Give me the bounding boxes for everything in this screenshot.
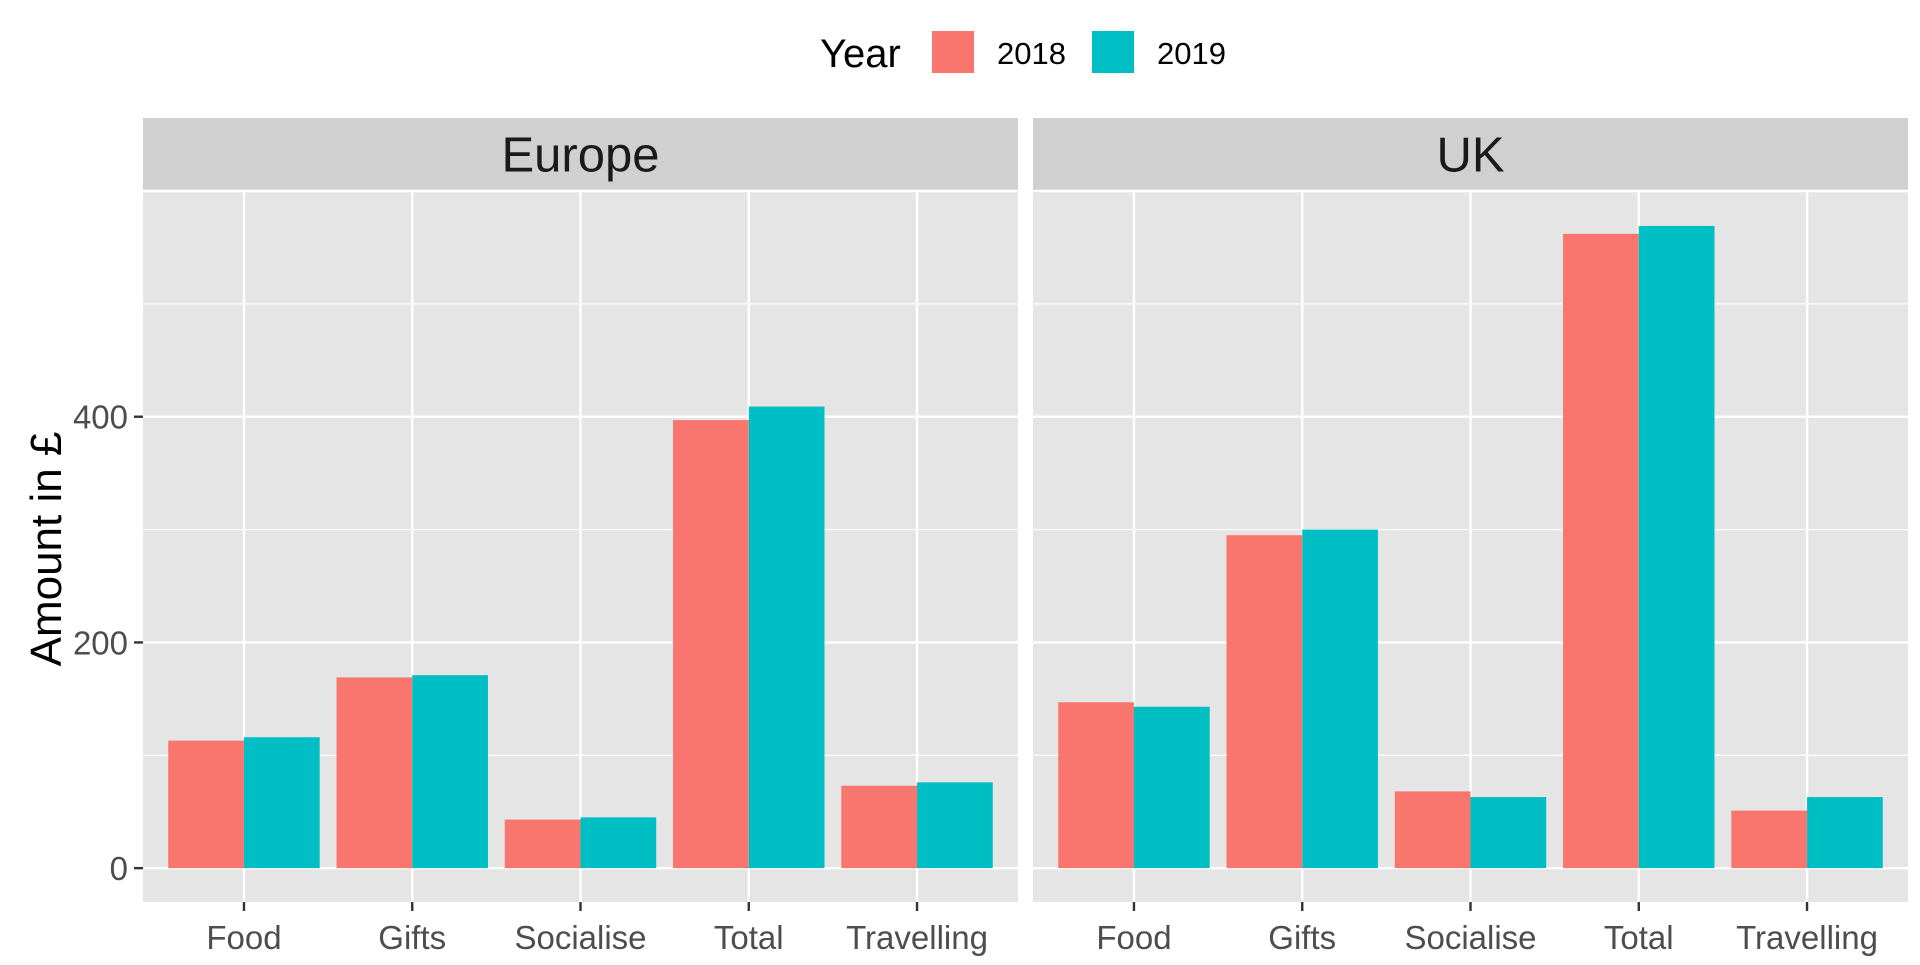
- bar-uk-total-2018: [1563, 233, 1639, 869]
- bar-uk-total-2019: [1638, 225, 1715, 869]
- legend-key-2019: [1092, 31, 1134, 73]
- facet-panel-europe: Europe Food Gifts Socialise Total Travelling: [143, 118, 1018, 956]
- bar-uk-food-2018: [1058, 702, 1134, 869]
- x-tick-label: Food: [206, 919, 281, 956]
- x-tick-label: Gifts: [378, 919, 446, 956]
- facet-strip-label: Europe: [501, 129, 659, 183]
- bar-europe-travelling-2018: [841, 785, 918, 869]
- y-axis-title: Amount in £: [22, 432, 71, 667]
- y-axis: Amount in £ 0 200 400: [22, 399, 143, 887]
- bar-uk-socialise-2019: [1470, 797, 1547, 869]
- legend-key-2018: [932, 31, 974, 73]
- bar-europe-gifts-2019: [412, 675, 488, 869]
- x-tick-label: Total: [1604, 919, 1674, 956]
- legend: Year 2018 2019: [820, 31, 1226, 76]
- facet-strip: [1033, 118, 1908, 191]
- bar-uk-travelling-2019: [1807, 797, 1883, 869]
- bar-europe-gifts-2018: [336, 677, 413, 869]
- bar-uk-food-2019: [1133, 706, 1210, 869]
- bar-europe-food-2018: [168, 740, 244, 869]
- x-tick-label: Food: [1096, 919, 1171, 956]
- bar-europe-food-2019: [243, 737, 320, 869]
- x-tick-label: Socialise: [514, 919, 646, 956]
- legend-label-2019: 2019: [1157, 36, 1226, 71]
- y-tick-label: 200: [73, 624, 128, 661]
- bar-uk-travelling-2018: [1731, 810, 1808, 869]
- x-tick-label: Travelling: [846, 919, 988, 956]
- facet-strip: [143, 118, 1018, 191]
- facet-panel-uk: UK Food Gifts Socialise Total Travelling: [1033, 118, 1908, 956]
- bar-europe-total-2019: [748, 406, 825, 869]
- x-tick-label: Travelling: [1736, 919, 1878, 956]
- bar-uk-socialise-2018: [1394, 791, 1471, 869]
- x-tick-label: Total: [714, 919, 784, 956]
- facet-strip-label: UK: [1436, 129, 1504, 183]
- x-tick-label: Socialise: [1404, 919, 1536, 956]
- bar-uk-gifts-2018: [1226, 535, 1303, 869]
- legend-label-2018: 2018: [997, 36, 1066, 71]
- bar-europe-total-2018: [673, 420, 749, 869]
- y-tick-label: 400: [73, 399, 128, 436]
- y-tick-label: 0: [110, 850, 128, 887]
- bar-europe-travelling-2019: [917, 782, 993, 869]
- bar-europe-socialise-2018: [504, 819, 581, 869]
- legend-title: Year: [820, 32, 901, 76]
- bar-europe-socialise-2019: [580, 817, 657, 869]
- x-tick-label: Gifts: [1268, 919, 1336, 956]
- bar-uk-gifts-2019: [1302, 529, 1378, 869]
